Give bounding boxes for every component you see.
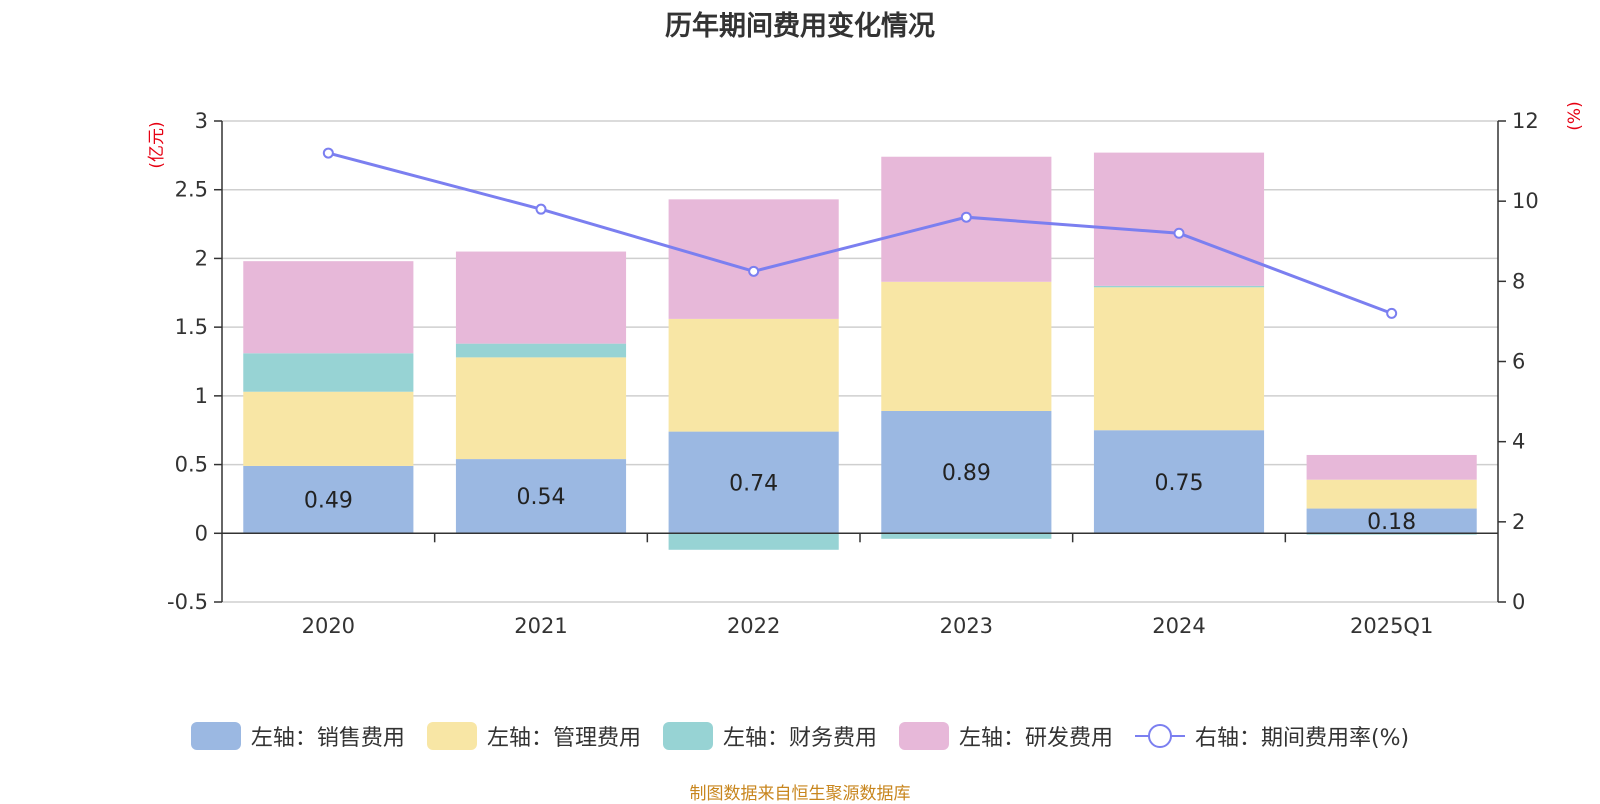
bar-data-label: 0.18 bbox=[1367, 510, 1416, 535]
legend-swatch-sales bbox=[190, 722, 241, 750]
x-tick-label: 2020 bbox=[302, 614, 355, 638]
bar-segment bbox=[881, 410, 1052, 534]
bar-data-label: 0.75 bbox=[1155, 471, 1204, 496]
legend-item-rd[interactable]: 左轴：研发费用 bbox=[898, 720, 1113, 752]
bar-segment bbox=[243, 391, 414, 466]
left-tick-label: 0 bbox=[195, 521, 208, 545]
rate-point bbox=[748, 265, 760, 277]
rate-point bbox=[1386, 307, 1398, 319]
expense-rate-line bbox=[322, 147, 1398, 319]
bar-segment bbox=[668, 318, 839, 432]
bar-data-label: 0.54 bbox=[517, 485, 566, 510]
rate-point bbox=[322, 147, 334, 159]
rate-line-path bbox=[327, 151, 1393, 315]
x-tick-label: 2025Q1 bbox=[1350, 614, 1433, 638]
axes: -0.5 0 0.5 1 1.5 2 2.5 3 0 2 4 6 8 10 12 2020 2021 2022 20… bbox=[167, 109, 1539, 638]
bar-segment bbox=[668, 431, 839, 534]
chart-title: 历年期间费用变化情况 bbox=[665, 11, 935, 42]
bar-segment bbox=[1093, 430, 1265, 534]
bar-segment bbox=[455, 251, 627, 344]
left-axis-unit: (亿元) bbox=[147, 121, 167, 168]
bar-stacks bbox=[243, 152, 1477, 550]
x-tick-label: 2021 bbox=[514, 614, 567, 638]
bar-segment bbox=[1306, 454, 1477, 480]
left-tick-label: 2.5 bbox=[175, 178, 208, 202]
legend-item-sales[interactable]: 左轴：销售费用 bbox=[190, 720, 405, 752]
left-tick-label: 1 bbox=[195, 384, 208, 408]
left-tick-label: 3 bbox=[195, 109, 208, 133]
legend-label-sales: 左轴：销售费用 bbox=[250, 726, 405, 751]
legend-item-rate[interactable]: 右轴：期间费用率(%) bbox=[1134, 720, 1410, 752]
right-tick-label: 2 bbox=[1512, 510, 1525, 534]
bar-segment bbox=[243, 465, 414, 534]
bar-segment bbox=[1306, 479, 1477, 509]
bar-segment bbox=[881, 281, 1052, 411]
legend-label-finance: 左轴：财务费用 bbox=[722, 726, 877, 751]
bar-segment bbox=[1093, 287, 1265, 431]
bar-segment bbox=[1093, 152, 1265, 286]
data-labels: 0.49 0.54 0.74 0.89 0.75 0.18 bbox=[304, 461, 1416, 535]
rate-point bbox=[535, 203, 547, 215]
bar-segment bbox=[1306, 508, 1477, 534]
bar-segment bbox=[881, 533, 1052, 539]
bar-data-label: 0.89 bbox=[942, 461, 991, 486]
bar-data-label: 0.49 bbox=[304, 489, 353, 514]
left-tick-label: 2 bbox=[195, 246, 208, 270]
rate-point bbox=[1173, 227, 1185, 239]
right-tick-label: 0 bbox=[1512, 590, 1525, 614]
legend: 左轴：销售费用 左轴：管理费用 左轴：财务费用 左轴：研发费用 右轴：期间费用率… bbox=[0, 720, 1600, 752]
bar-segment bbox=[243, 353, 414, 392]
legend-label-rd: 左轴：研发费用 bbox=[958, 726, 1113, 751]
source-note: 制图数据来自恒生聚源数据库 bbox=[689, 784, 911, 804]
legend-item-finance[interactable]: 左轴：财务费用 bbox=[662, 720, 877, 752]
legend-swatch-rd bbox=[898, 722, 949, 750]
bar-data-label: 0.74 bbox=[729, 471, 778, 496]
bar-segment bbox=[455, 343, 627, 358]
legend-label-rate: 右轴：期间费用率(%) bbox=[1194, 726, 1410, 751]
legend-item-admin[interactable]: 左轴：管理费用 bbox=[426, 720, 641, 752]
right-tick-label: 8 bbox=[1512, 269, 1525, 293]
x-tick-label: 2022 bbox=[727, 614, 780, 638]
legend-swatch-admin bbox=[426, 722, 477, 750]
left-tick-label: -0.5 bbox=[167, 590, 208, 614]
legend-swatch-finance bbox=[662, 722, 713, 750]
right-tick-label: 6 bbox=[1512, 350, 1525, 374]
right-tick-label: 10 bbox=[1512, 189, 1539, 213]
bar-segment bbox=[668, 533, 839, 550]
bar-segment bbox=[1093, 285, 1265, 288]
left-tick-label: 1.5 bbox=[175, 315, 208, 339]
bar-segment bbox=[455, 357, 627, 460]
bar-segment bbox=[668, 199, 839, 319]
right-tick-label: 4 bbox=[1512, 430, 1525, 454]
rate-point bbox=[960, 211, 972, 223]
right-tick-label: 12 bbox=[1512, 109, 1539, 133]
right-axis-unit: (%) bbox=[1565, 101, 1585, 130]
bar-segment bbox=[243, 261, 414, 354]
x-tick-label: 2024 bbox=[1152, 614, 1205, 638]
bar-segment bbox=[455, 459, 627, 534]
x-tick-label: 2023 bbox=[940, 614, 993, 638]
left-tick-label: 0.5 bbox=[175, 453, 208, 477]
legend-swatch-rate bbox=[1134, 722, 1185, 750]
legend-label-admin: 左轴：管理费用 bbox=[486, 726, 641, 751]
